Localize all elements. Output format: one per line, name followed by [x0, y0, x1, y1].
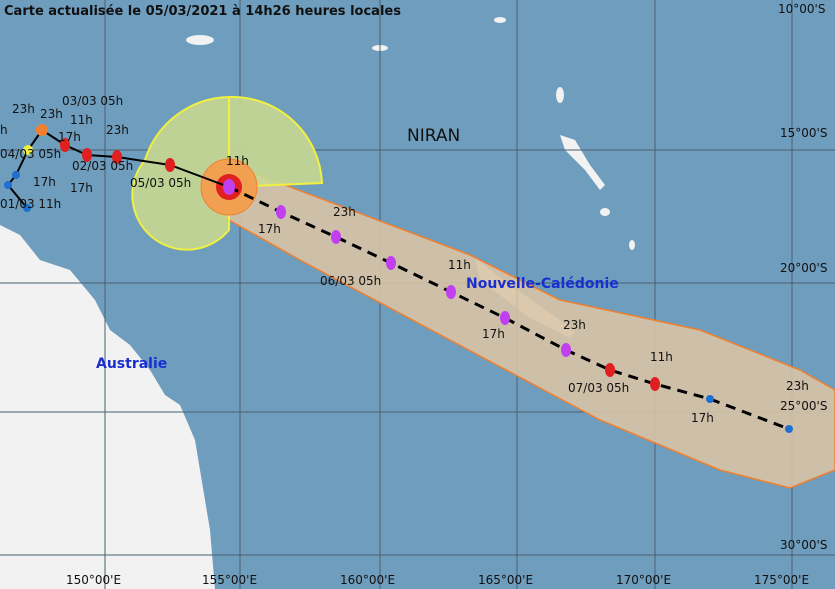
marker-intense-cyclone: [500, 311, 510, 325]
lon-label: 170°00'E: [616, 573, 671, 587]
track-label: 23h: [12, 102, 35, 116]
marker-cyclone: [112, 150, 122, 164]
lat-label: 15°00'S: [780, 126, 827, 140]
track-label: 23h: [786, 379, 809, 393]
marker-intense-cyclone: [331, 230, 341, 244]
marker-cyclone: [165, 158, 175, 172]
lon-label: 155°00'E: [202, 573, 257, 587]
marker-storm: [36, 124, 48, 136]
marker-depression: [706, 395, 714, 403]
track-labels: 23h 23h 03/03 05h 11h 23h 17h 04/03 05h …: [0, 94, 809, 425]
place-new-caledonia: Nouvelle-Calédonie: [466, 276, 619, 292]
track-label: 02/03 05h: [72, 159, 133, 173]
map-title: Carte actualisée le 05/03/2021 à 14h26 h…: [4, 4, 401, 19]
track-label: 07/03 05h: [568, 381, 629, 395]
marker-cyclone: [650, 377, 660, 391]
lon-label: 150°00'E: [66, 573, 121, 587]
track-label: h: [0, 123, 8, 137]
marker-storm: [23, 145, 33, 155]
track-markers: [4, 124, 793, 433]
track-label: 06/03 05h: [320, 274, 381, 288]
lon-label: 165°00'E: [478, 573, 533, 587]
track-label: 04/03 05h: [0, 147, 61, 161]
track-label: 11h: [70, 113, 93, 127]
marker-intense-cyclone: [446, 285, 456, 299]
marker-depression: [12, 171, 20, 179]
track-label: 17h: [691, 411, 714, 425]
marker-cyclone: [82, 148, 92, 162]
marker-depression: [4, 181, 12, 189]
marker-intense-cyclone: [223, 179, 235, 195]
place-australia: Australie: [96, 356, 167, 372]
australia-land: [0, 225, 215, 589]
track-label: 17h: [33, 175, 56, 189]
axis-labels: 150°00'E 155°00'E 160°00'E 165°00'E 170°…: [66, 2, 827, 587]
marker-intense-cyclone: [561, 343, 571, 357]
track-label: 17h: [258, 222, 281, 236]
marker-cyclone: [605, 363, 615, 377]
track-label: 01/03 11h: [0, 197, 61, 211]
track-label: 11h: [226, 154, 249, 168]
track-label: 11h: [650, 350, 673, 364]
track-label: 23h: [563, 318, 586, 332]
track-label: 17h: [70, 181, 93, 195]
lon-label: 160°00'E: [340, 573, 395, 587]
track-label: 23h: [106, 123, 129, 137]
lat-label: 30°00'S: [780, 538, 827, 552]
track-label: 11h: [448, 258, 471, 272]
marker-depression: [785, 425, 793, 433]
marker-cyclone: [60, 138, 70, 152]
storm-name: NIRAN: [407, 126, 460, 146]
track-label: 03/03 05h: [62, 94, 123, 108]
marker-intense-cyclone: [386, 256, 396, 270]
track-label: 17h: [482, 327, 505, 341]
lat-label: 25°00'S: [780, 399, 827, 413]
lon-label: 175°00'E: [754, 573, 809, 587]
lat-label: 20°00'S: [780, 261, 827, 275]
track-label: 05/03 05h: [130, 176, 191, 190]
past-track: [6, 128, 230, 209]
track-label: 17h: [58, 130, 81, 144]
track-label: 23h: [40, 107, 63, 121]
lat-label: 10°00'S: [778, 2, 825, 16]
track-label: 23h: [333, 205, 356, 219]
forecast-cone: [219, 163, 835, 489]
marker-intense-cyclone: [276, 205, 286, 219]
marker-depression: [23, 204, 31, 212]
